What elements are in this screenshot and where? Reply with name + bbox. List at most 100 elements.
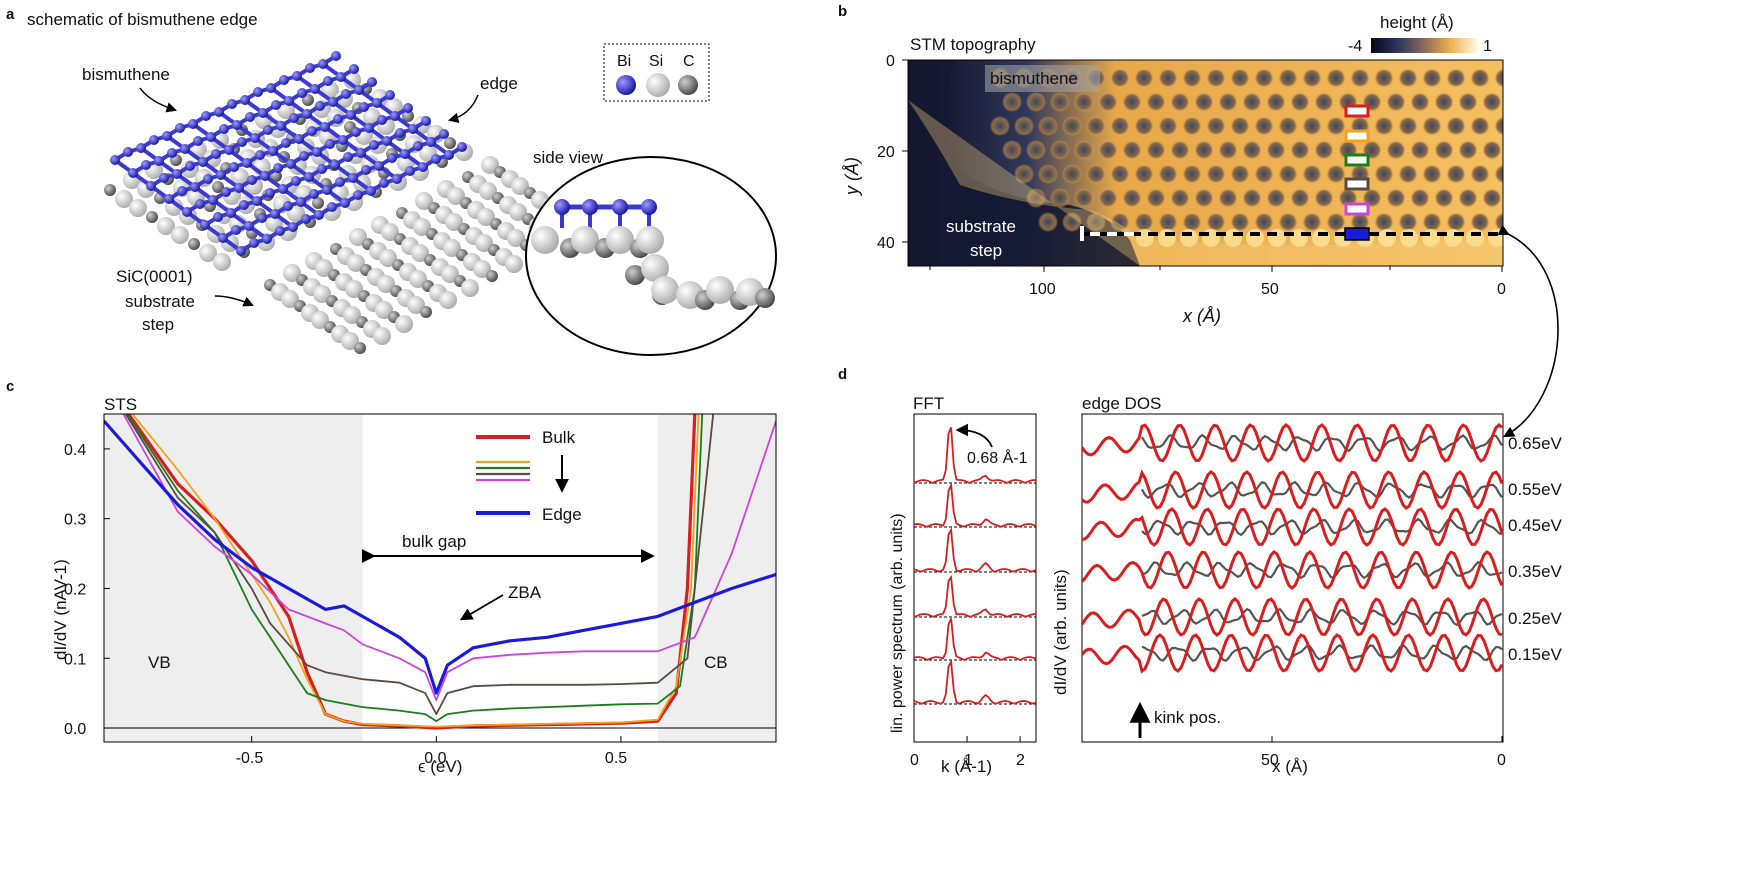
fft-peak-arrow bbox=[955, 423, 993, 448]
stm-hole bbox=[1410, 188, 1430, 208]
colorbar bbox=[1371, 38, 1477, 53]
bi-atom bbox=[387, 153, 397, 163]
c-atom bbox=[444, 137, 456, 149]
bi-atom bbox=[224, 145, 234, 155]
stm-hole bbox=[1206, 212, 1226, 232]
si-atom bbox=[441, 265, 459, 283]
stm-hole bbox=[1422, 116, 1442, 136]
stm-hole bbox=[1410, 140, 1430, 160]
stm-hole bbox=[1350, 212, 1370, 232]
dos-red-1 bbox=[1081, 469, 1504, 510]
dos-red-2 bbox=[1081, 507, 1504, 547]
stm-hole bbox=[1446, 164, 1466, 184]
c-atom bbox=[486, 270, 498, 282]
bi-atom bbox=[439, 129, 449, 139]
bi-atom bbox=[296, 197, 306, 207]
bi-atom bbox=[413, 141, 423, 151]
fft-xtick-0: 0 bbox=[910, 752, 919, 769]
fft-xtick-1: 1 bbox=[964, 752, 973, 769]
stm-hole bbox=[1482, 92, 1502, 112]
si-atom bbox=[606, 226, 634, 254]
stm-hole bbox=[1302, 116, 1322, 136]
bi-atom bbox=[310, 84, 320, 94]
bi-atom bbox=[110, 155, 120, 165]
stm-hole bbox=[1470, 116, 1490, 136]
stm-hole bbox=[1506, 188, 1526, 208]
bi-atom bbox=[253, 87, 263, 97]
stm-hole bbox=[1050, 188, 1070, 208]
sts-series-5 bbox=[104, 419, 776, 695]
si-atom bbox=[311, 311, 329, 329]
bi-atom bbox=[294, 134, 304, 144]
sts-frame bbox=[103, 413, 777, 743]
stm-hole bbox=[1098, 140, 1118, 160]
dos-gray-2 bbox=[1141, 517, 1503, 537]
bi-atom bbox=[252, 196, 262, 206]
bi-atom bbox=[200, 220, 210, 230]
c-atom bbox=[104, 184, 116, 196]
stm-hole bbox=[1218, 92, 1238, 112]
stm-hole bbox=[1470, 164, 1490, 184]
si-atom bbox=[315, 259, 333, 277]
stm-hole bbox=[1170, 92, 1190, 112]
stm-hole bbox=[1302, 68, 1322, 88]
stm-hole bbox=[1230, 68, 1250, 88]
si-atom bbox=[511, 177, 529, 195]
bi-atom bbox=[185, 161, 195, 171]
marker-3 bbox=[1344, 177, 1370, 191]
bi-atom bbox=[641, 199, 657, 215]
stm-hole bbox=[1386, 140, 1406, 160]
stm-hole bbox=[1206, 68, 1226, 88]
bi-atom bbox=[408, 124, 418, 134]
bi-atom bbox=[392, 174, 402, 184]
sts-xtick-label: 0.0 bbox=[424, 750, 446, 767]
stm-hole bbox=[1134, 68, 1154, 88]
bi-atom bbox=[123, 147, 133, 157]
stm-hole bbox=[1278, 68, 1298, 88]
stm-hole bbox=[1434, 92, 1454, 112]
stm-xtick-100: 100 bbox=[1029, 281, 1056, 298]
bi-atom bbox=[333, 114, 343, 124]
sts-title: STS bbox=[104, 395, 137, 414]
si-atom bbox=[636, 226, 664, 254]
fft-ylabel: lin. power spectrum (arb. units) bbox=[889, 513, 906, 733]
si-atom bbox=[509, 203, 527, 221]
c-atom bbox=[312, 197, 324, 209]
stm-hole bbox=[1302, 212, 1322, 232]
stm-hole bbox=[1374, 116, 1394, 136]
sts-ytick-label: 0.0 bbox=[64, 721, 86, 738]
bi-atom bbox=[270, 209, 280, 219]
bi-atom-icon bbox=[616, 75, 636, 95]
bi-atom bbox=[172, 169, 182, 179]
bi-atom bbox=[309, 189, 319, 199]
bi-atom bbox=[260, 171, 270, 181]
panel-a-letter: a bbox=[6, 6, 15, 23]
dos-gray-3 bbox=[1141, 560, 1503, 580]
edge-bump bbox=[1290, 229, 1308, 247]
marker-5 bbox=[1344, 227, 1370, 241]
stm-hole bbox=[1518, 116, 1538, 136]
si-atom bbox=[345, 280, 363, 298]
stm-hole bbox=[1122, 92, 1142, 112]
stm-hole bbox=[1482, 188, 1502, 208]
stm-hole bbox=[1230, 116, 1250, 136]
stm-hole bbox=[1554, 140, 1574, 160]
stm-hole bbox=[1554, 92, 1574, 112]
panel-c-letter: c bbox=[6, 378, 14, 395]
bi-atom bbox=[195, 199, 205, 209]
c-atom bbox=[146, 211, 158, 223]
stm-hole bbox=[1374, 212, 1394, 232]
stm-hole bbox=[1506, 92, 1526, 112]
bi-atom bbox=[275, 226, 285, 236]
si-atom bbox=[411, 244, 429, 262]
si-atom bbox=[413, 218, 431, 236]
bi-atom bbox=[335, 177, 345, 187]
bi-atom bbox=[330, 160, 340, 170]
stm-hole bbox=[1314, 92, 1334, 112]
label-edge: edge bbox=[480, 74, 518, 93]
stm-hole bbox=[1458, 140, 1478, 160]
stm-hole bbox=[1326, 68, 1346, 88]
panel-b-letter: b bbox=[838, 3, 847, 20]
stm-hole bbox=[1122, 188, 1142, 208]
bi-atom bbox=[318, 59, 328, 69]
